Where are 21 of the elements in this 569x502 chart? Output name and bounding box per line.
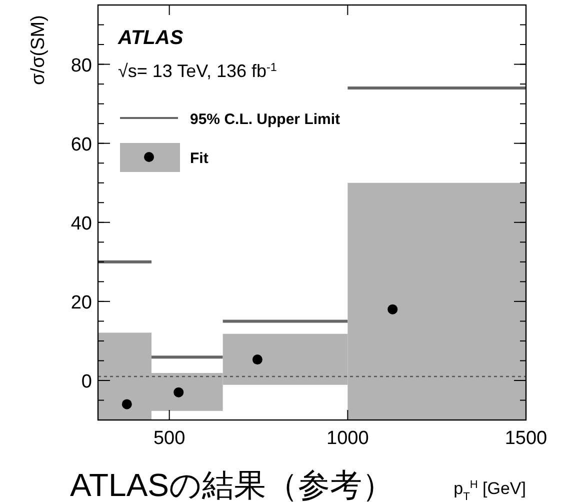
text: ATLASの結果（参考） — [70, 467, 394, 502]
x-tick-label: 1500 — [504, 428, 548, 449]
x-tick-label: 1000 — [326, 428, 369, 449]
point — [174, 387, 184, 398]
annotation: √s= 13 TeV, 136 fb$^{-1}$ — [118, 60, 277, 81]
y-tick-label: 20 — [70, 292, 92, 314]
point — [122, 399, 132, 410]
legend-label: Fit — [190, 150, 208, 167]
legend: Fit — [120, 143, 208, 172]
point — [252, 354, 262, 365]
y-tick-label: 40 — [70, 213, 92, 234]
x-tick-label: 500 — [153, 428, 186, 449]
y-axis-title: σ/σ(SM) — [28, 15, 49, 85]
legend: 95% C.L. Upper Limit — [120, 111, 340, 128]
x-axis-title: p$_{T}$$^{H}$ [GeV] — [454, 479, 526, 502]
annotation: ATLAS — [117, 27, 184, 49]
y-tick-label: 60 — [70, 134, 92, 156]
legend-label: 95% C.L. Upper Limit — [190, 111, 340, 128]
point — [388, 304, 398, 314]
y-tick-label: 0 — [81, 371, 92, 392]
y-tick-label: 80 — [70, 55, 92, 76]
